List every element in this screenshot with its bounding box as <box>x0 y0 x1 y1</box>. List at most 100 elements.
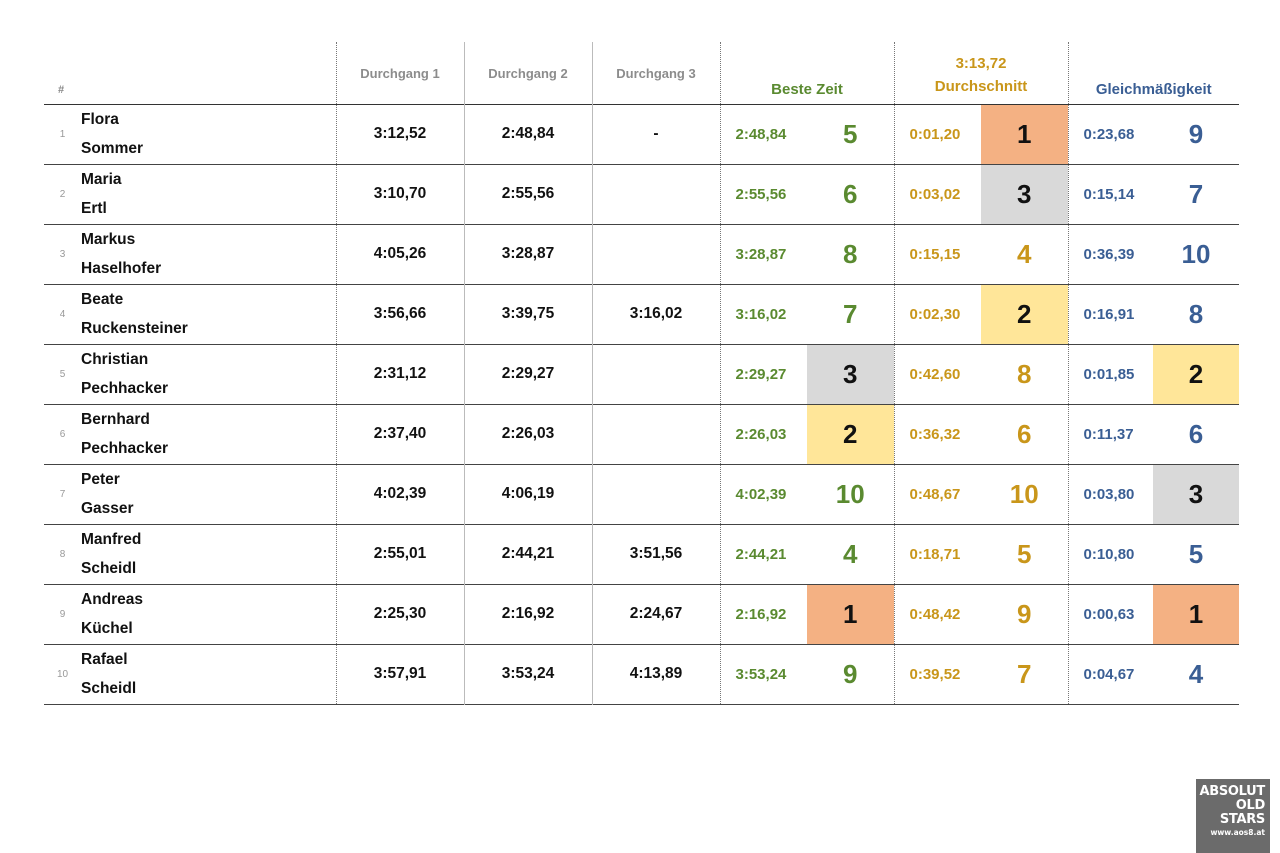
average-diff: 0:15,15 <box>893 224 981 284</box>
first-name: Beate <box>81 291 124 308</box>
consistency-value: 0:16,91 <box>1067 284 1153 344</box>
header-average: 3:13,72 Durchschnitt <box>893 42 1068 104</box>
run-3-time: 4:13,89 <box>591 644 720 704</box>
average-rank: 4 <box>1017 238 1032 269</box>
first-name: Flora <box>81 111 119 128</box>
consistency-rank: 4 <box>1188 658 1204 689</box>
best-time: 4:02,39 <box>719 464 807 524</box>
average-rank: 6 <box>1017 418 1032 449</box>
average-rank: 7 <box>1017 658 1032 689</box>
average-rank: 1 <box>981 104 1068 164</box>
run-2-time: 2:44,21 <box>463 524 592 584</box>
average-rank: 3 <box>981 164 1068 224</box>
participant-name: Bernhard Pechhacker <box>81 404 336 464</box>
row-index: 7 <box>59 488 66 500</box>
average-diff: 0:02,30 <box>893 284 981 344</box>
run-1-time: 2:55,01 <box>335 524 464 584</box>
run-1-time: 2:37,40 <box>335 404 464 464</box>
last-name: Pechhacker <box>81 380 169 397</box>
average-rank: 2 <box>981 284 1068 344</box>
best-time: 2:16,92 <box>719 584 807 644</box>
best-time: 3:53,24 <box>719 644 807 704</box>
participant-name: Andreas Küchel <box>81 584 336 644</box>
consistency-rank: 2 <box>1153 344 1239 404</box>
logo-url: www.aos8.at <box>1210 828 1265 837</box>
participant-name: Markus Haselhofer <box>81 224 336 284</box>
results-body: 1 Flora Sommer 3:12,52 2:48,84-2:48,84 5 0:01,… <box>44 104 1239 704</box>
best-time-rank: 2 <box>807 404 894 464</box>
best-time-rank: 9 <box>843 658 858 689</box>
consistency-value: 0:15,14 <box>1067 164 1153 224</box>
header-average-value: 3:13,72 <box>955 54 1007 72</box>
run-1-time: 3:57,91 <box>335 644 464 704</box>
participant-name: Manfred Scheidl <box>81 524 336 584</box>
last-name: Pechhacker <box>81 440 169 457</box>
run-3-time: 3:16,02 <box>591 284 720 344</box>
table-row: 2 Maria Ertl 3:10,70 2:55,56 2:55,56 6 0:03,02 3… <box>44 164 1239 224</box>
first-name: Rafael <box>81 651 128 668</box>
best-time-rank: 1 <box>807 584 894 644</box>
run-1-time: 3:12,52 <box>335 104 464 164</box>
run-1-time: 2:25,30 <box>335 584 464 644</box>
participant-name: Maria Ertl <box>81 164 336 224</box>
first-name: Peter <box>81 471 120 488</box>
best-time-rank: 3 <box>807 344 894 404</box>
participant-name: Christian Pechhacker <box>81 344 336 404</box>
table-row: 9 Andreas Küchel 2:25,30 2:16,92 2:24,67 2:16,… <box>44 584 1239 644</box>
run-3-time <box>591 344 720 404</box>
run-2-time: 2:55,56 <box>463 164 592 224</box>
run-1-time: 2:31,12 <box>335 344 464 404</box>
best-time-rank: 4 <box>843 538 858 569</box>
run-3-time: 2:24,67 <box>591 584 720 644</box>
first-name: Maria <box>81 171 122 188</box>
header-run-3: Durchgang 3 <box>591 42 720 104</box>
logo-line-1: ABSOLUT <box>1199 784 1265 799</box>
table-row: 1 Flora Sommer 3:12,52 2:48,84-2:48,84 5 0:01,… <box>44 104 1239 164</box>
consistency-value: 0:11,37 <box>1067 404 1153 464</box>
row-index: 9 <box>59 608 66 620</box>
participant-name: Rafael Scheidl <box>81 644 336 704</box>
best-time: 3:16,02 <box>719 284 807 344</box>
run-2-time: 4:06,19 <box>463 464 592 524</box>
last-name: Scheidl <box>81 560 137 577</box>
header-best-time: Beste Zeit <box>719 42 894 104</box>
consistency-rank: 6 <box>1188 418 1204 449</box>
first-name: Christian <box>81 351 149 368</box>
header-average-label: Durchschnitt <box>934 77 1028 95</box>
run-2-time: 2:26,03 <box>463 404 592 464</box>
average-diff: 0:01,20 <box>893 104 981 164</box>
row-index: 8 <box>59 548 66 560</box>
header-hash: # <box>58 83 65 96</box>
best-time-rank: 7 <box>843 298 858 329</box>
first-name: Manfred <box>81 531 142 548</box>
average-diff: 0:39,52 <box>893 644 981 704</box>
participant-name: Beate Ruckensteiner <box>81 284 336 344</box>
average-diff: 0:42,60 <box>893 344 981 404</box>
best-time: 2:48,84 <box>719 104 807 164</box>
table-row: 5 Christian Pechhacker 2:31,12 2:29,27 2:29,2… <box>44 344 1239 404</box>
average-diff: 0:18,71 <box>893 524 981 584</box>
logo-line-3: STARS <box>1219 812 1265 827</box>
table-row: 10 Rafael Scheidl 3:57,91 3:53,24 4:13,89 3:53… <box>44 644 1239 704</box>
best-time-rank: 5 <box>843 118 858 149</box>
row-index: 10 <box>56 668 69 680</box>
table-row: 3 Markus Haselhofer 4:05,26 3:28,87 3:28,87 8 0… <box>44 224 1239 284</box>
best-time-rank: 8 <box>843 238 858 269</box>
first-name: Andreas <box>81 591 144 608</box>
run-3-time: 3:51,56 <box>591 524 720 584</box>
first-name: Markus <box>81 231 136 248</box>
consistency-value: 0:36,39 <box>1067 224 1153 284</box>
table-row: 7 Peter Gasser 4:02,39 4:06,19 4:02,39 10 0:48,… <box>44 464 1239 524</box>
average-rank: 8 <box>1017 358 1032 389</box>
consistency-value: 0:10,80 <box>1067 524 1153 584</box>
absolut-old-stars-logo: ABSOLUT OLD STARS www.aos8.at <box>1196 779 1270 853</box>
run-3-time <box>591 224 720 284</box>
run-2-time: 2:16,92 <box>463 584 592 644</box>
table-row: 6 Bernhard Pechhacker 2:37,40 2:26,03 2:26,03… <box>44 404 1239 464</box>
best-time: 3:28,87 <box>719 224 807 284</box>
first-name: Bernhard <box>81 411 150 428</box>
average-diff: 0:03,02 <box>893 164 981 224</box>
row-index: 5 <box>59 368 66 380</box>
run-1-time: 3:56,66 <box>335 284 464 344</box>
last-name: Gasser <box>81 500 134 517</box>
